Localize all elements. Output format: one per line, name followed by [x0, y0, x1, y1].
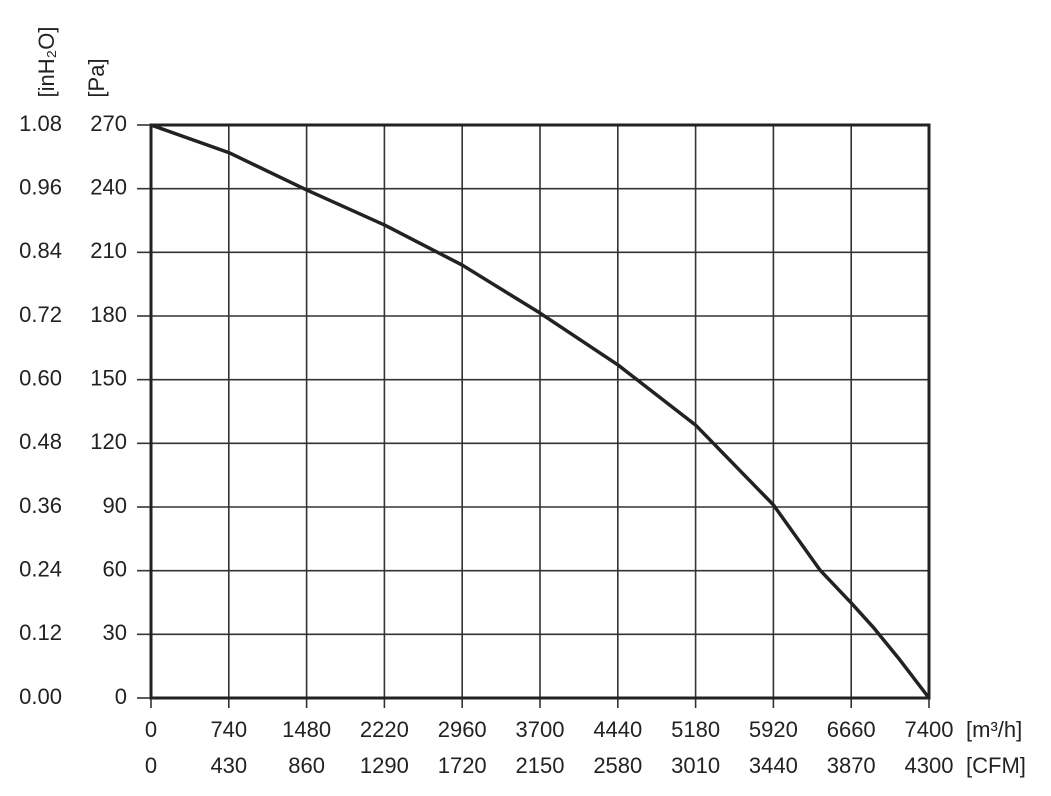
- x2-axis-label: [CFM]: [966, 753, 1026, 778]
- y2-tick-label: 0.24: [19, 556, 62, 581]
- x2-tick-label: 860: [288, 753, 325, 778]
- x-tick-label: 2220: [360, 717, 409, 742]
- x-tick-label: 3700: [516, 717, 565, 742]
- y2-tick-label: 0.72: [19, 302, 62, 327]
- y2-axis-label: [inH₂O]: [34, 27, 59, 98]
- y-tick-label: 150: [90, 365, 127, 390]
- y-tick-label: 0: [115, 684, 127, 709]
- x2-tick-label: 430: [210, 753, 247, 778]
- x-axis-label: [m³/h]: [966, 717, 1022, 742]
- x-tick-label: 5920: [749, 717, 798, 742]
- y2-tick-label: 0.36: [19, 493, 62, 518]
- y2-tick-label: 0.12: [19, 620, 62, 645]
- y2-tick-label: 0.48: [19, 429, 62, 454]
- x-tick-label: 1480: [282, 717, 331, 742]
- x2-tick-label: 2150: [516, 753, 565, 778]
- y-tick-label: 180: [90, 302, 127, 327]
- y-tick-label: 30: [103, 620, 127, 645]
- y2-tick-label: 1.08: [19, 111, 62, 136]
- x-tick-label: 0: [145, 717, 157, 742]
- x-tick-label: 6660: [827, 717, 876, 742]
- x-tick-label: 7400: [905, 717, 954, 742]
- y2-tick-label: 0.60: [19, 365, 62, 390]
- x2-tick-label: 4300: [905, 753, 954, 778]
- y-tick-label: 210: [90, 238, 127, 263]
- plot-frame: [149, 123, 931, 700]
- y2-tick-label: 0.00: [19, 684, 62, 709]
- y-tick-label: 90: [103, 493, 127, 518]
- x2-tick-label: 1720: [438, 753, 487, 778]
- x-tick-label: 2960: [438, 717, 487, 742]
- x2-tick-label: 3870: [827, 753, 876, 778]
- x2-tick-label: 3010: [671, 753, 720, 778]
- curve: [150, 123, 931, 700]
- x2-tick-label: 1290: [360, 753, 409, 778]
- y-tick-label: 60: [103, 556, 127, 581]
- x2-tick-label: 2580: [593, 753, 642, 778]
- y-tick-label: 240: [90, 174, 127, 199]
- x-tick-label: 740: [210, 717, 247, 742]
- y-tick-label: 120: [90, 429, 127, 454]
- y2-tick-label: 0.96: [19, 174, 62, 199]
- x-tick-label: 5180: [671, 717, 720, 742]
- x2-tick-label: 0: [145, 753, 157, 778]
- y2-tick-label: 0.84: [19, 238, 62, 263]
- x-tick-label: 4440: [593, 717, 642, 742]
- x2-tick-label: 3440: [749, 753, 798, 778]
- y-tick-label: 270: [90, 111, 127, 136]
- y-axis-label: [Pa]: [84, 58, 109, 97]
